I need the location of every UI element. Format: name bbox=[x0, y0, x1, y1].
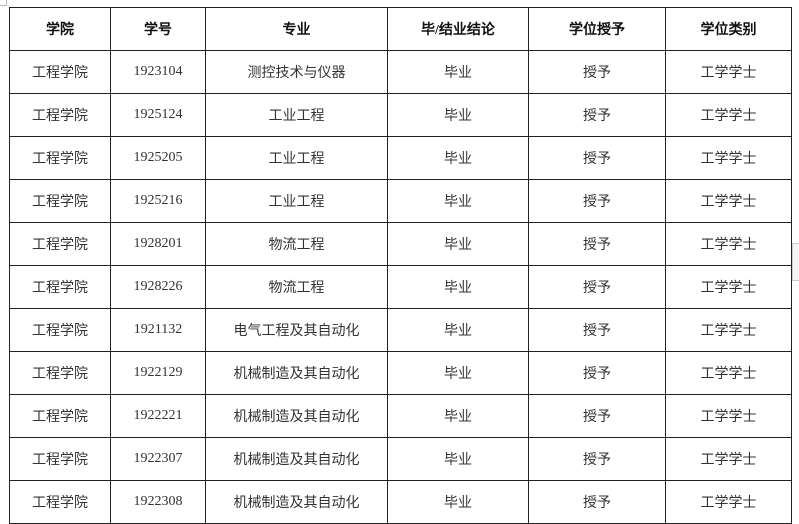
table-row: 工程学院 1925124 工业工程 毕业 授予 工学学士 bbox=[9, 93, 792, 137]
table-cell: 授予 bbox=[528, 136, 666, 180]
table-cell: 1921132 bbox=[110, 308, 206, 352]
table-cell: 授予 bbox=[528, 179, 666, 223]
table-cell: 测控技术与仪器 bbox=[205, 50, 388, 94]
table-cell: 1925205 bbox=[110, 136, 206, 180]
table-cell: 机械制造及其自动化 bbox=[205, 351, 388, 395]
table-cell: 授予 bbox=[528, 394, 666, 438]
table-cell: 1922307 bbox=[110, 437, 206, 481]
table-row: 工程学院 1921132 电气工程及其自动化 毕业 授予 工学学士 bbox=[9, 308, 792, 352]
column-header: 学位授予 bbox=[528, 7, 666, 51]
table-cell: 工学学士 bbox=[665, 351, 792, 395]
table-cell: 毕业 bbox=[387, 50, 529, 94]
table-cell: 工程学院 bbox=[9, 93, 111, 137]
graduates-table: 学院 学号 专业 毕/结业结论 学位授予 学位类别 工程学院 1923104 测控技术与仪器毕… bbox=[9, 7, 792, 524]
table-cell: 工程学院 bbox=[9, 480, 111, 524]
column-header: 毕/结业结论 bbox=[387, 7, 529, 51]
table-cell: 机械制造及其自动化 bbox=[205, 394, 388, 438]
table-cell: 工程学院 bbox=[9, 394, 111, 438]
table-cell: 授予 bbox=[528, 351, 666, 395]
table-cell: 1925124 bbox=[110, 93, 206, 137]
table-cell: 工程学院 bbox=[9, 437, 111, 481]
table-cell: 工程学院 bbox=[9, 179, 111, 223]
table-cell: 工程学院 bbox=[9, 136, 111, 180]
table-row: 工程学院 1928201 物流工程 毕业 授予 工学学士 bbox=[9, 222, 792, 266]
table-cell: 工学学士 bbox=[665, 50, 792, 94]
table-cell: 工业工程 bbox=[205, 179, 388, 223]
table-cell: 1925216 bbox=[110, 179, 206, 223]
table-cell: 工学学士 bbox=[665, 394, 792, 438]
table-cell: 毕业 bbox=[387, 265, 529, 309]
table-cell: 1923104 bbox=[110, 50, 206, 94]
table-header-row: 学院 学号 专业 毕/结业结论 学位授予 学位类别 bbox=[9, 7, 792, 51]
column-header: 学位类别 bbox=[665, 7, 792, 51]
table-cell: 工程学院 bbox=[9, 351, 111, 395]
table-cell: 毕业 bbox=[387, 394, 529, 438]
table-cell: 授予 bbox=[528, 265, 666, 309]
table-cell: 物流工程 bbox=[205, 222, 388, 266]
table-cell: 授予 bbox=[528, 50, 666, 94]
table-row: 工程学院 1922129 机械制造及其自动化 毕业 授予 工学学士 bbox=[9, 351, 792, 395]
table-cell: 授予 bbox=[528, 93, 666, 137]
table-cell: 毕业 bbox=[387, 351, 529, 395]
table-cell: 工学学士 bbox=[665, 222, 792, 266]
table-cell: 工业工程 bbox=[205, 93, 388, 137]
table-cell: 毕业 bbox=[387, 222, 529, 266]
table-row: 工程学院 1928226 物流工程 毕业 授予 工学学士 bbox=[9, 265, 792, 309]
column-header: 专业 bbox=[205, 7, 388, 51]
table-cell: 电气工程及其自动化 bbox=[205, 308, 388, 352]
table-cell: 1928226 bbox=[110, 265, 206, 309]
table-cell: 1922129 bbox=[110, 351, 206, 395]
table-cell: 授予 bbox=[528, 222, 666, 266]
table-row: 工程学院 1922308 机械制造及其自动化 毕业 授予 工学学士 bbox=[9, 480, 792, 524]
column-header: 学院 bbox=[9, 7, 111, 51]
table-cell: 机械制造及其自动化 bbox=[205, 437, 388, 481]
column-header: 学号 bbox=[110, 7, 206, 51]
table-cell: 毕业 bbox=[387, 437, 529, 481]
table-cell: 工学学士 bbox=[665, 179, 792, 223]
table-cell: 毕业 bbox=[387, 93, 529, 137]
table-cell: 工程学院 bbox=[9, 265, 111, 309]
side-scroll-marker bbox=[792, 243, 799, 281]
table-cell: 授予 bbox=[528, 437, 666, 481]
table-cell: 工学学士 bbox=[665, 136, 792, 180]
table-cell: 1922221 bbox=[110, 394, 206, 438]
table-cell: 授予 bbox=[528, 480, 666, 524]
table-cell: 工业工程 bbox=[205, 136, 388, 180]
table-row: 工程学院 1925216 工业工程 毕业 授予 工学学士 bbox=[9, 179, 792, 223]
table-cell: 工程学院 bbox=[9, 50, 111, 94]
page-corner-mark bbox=[0, 0, 7, 6]
table-row: 工程学院 1923104 测控技术与仪器 毕业 授予 工学学士 bbox=[9, 50, 792, 94]
table-cell: 1922308 bbox=[110, 480, 206, 524]
table-cell: 工学学士 bbox=[665, 480, 792, 524]
table-cell: 工学学士 bbox=[665, 308, 792, 352]
table-cell: 1928201 bbox=[110, 222, 206, 266]
table-cell: 工程学院 bbox=[9, 308, 111, 352]
table-row: 工程学院 1925205 工业工程 毕业 授予 工学学士 bbox=[9, 136, 792, 180]
table-row: 工程学院 1922307 机械制造及其自动化 毕业 授予 工学学士 bbox=[9, 437, 792, 481]
table-cell: 物流工程 bbox=[205, 265, 388, 309]
table-cell: 毕业 bbox=[387, 480, 529, 524]
table-cell: 毕业 bbox=[387, 179, 529, 223]
table-cell: 毕业 bbox=[387, 136, 529, 180]
table-cell: 毕业 bbox=[387, 308, 529, 352]
table-cell: 工学学士 bbox=[665, 437, 792, 481]
table-cell: 工程学院 bbox=[9, 222, 111, 266]
table-cell: 工学学士 bbox=[665, 93, 792, 137]
table-cell: 机械制造及其自动化 bbox=[205, 480, 388, 524]
table-cell: 工学学士 bbox=[665, 265, 792, 309]
table-row: 工程学院 1922221 机械制造及其自动化 毕业 授予 工学学士 bbox=[9, 394, 792, 438]
table-cell: 授予 bbox=[528, 308, 666, 352]
